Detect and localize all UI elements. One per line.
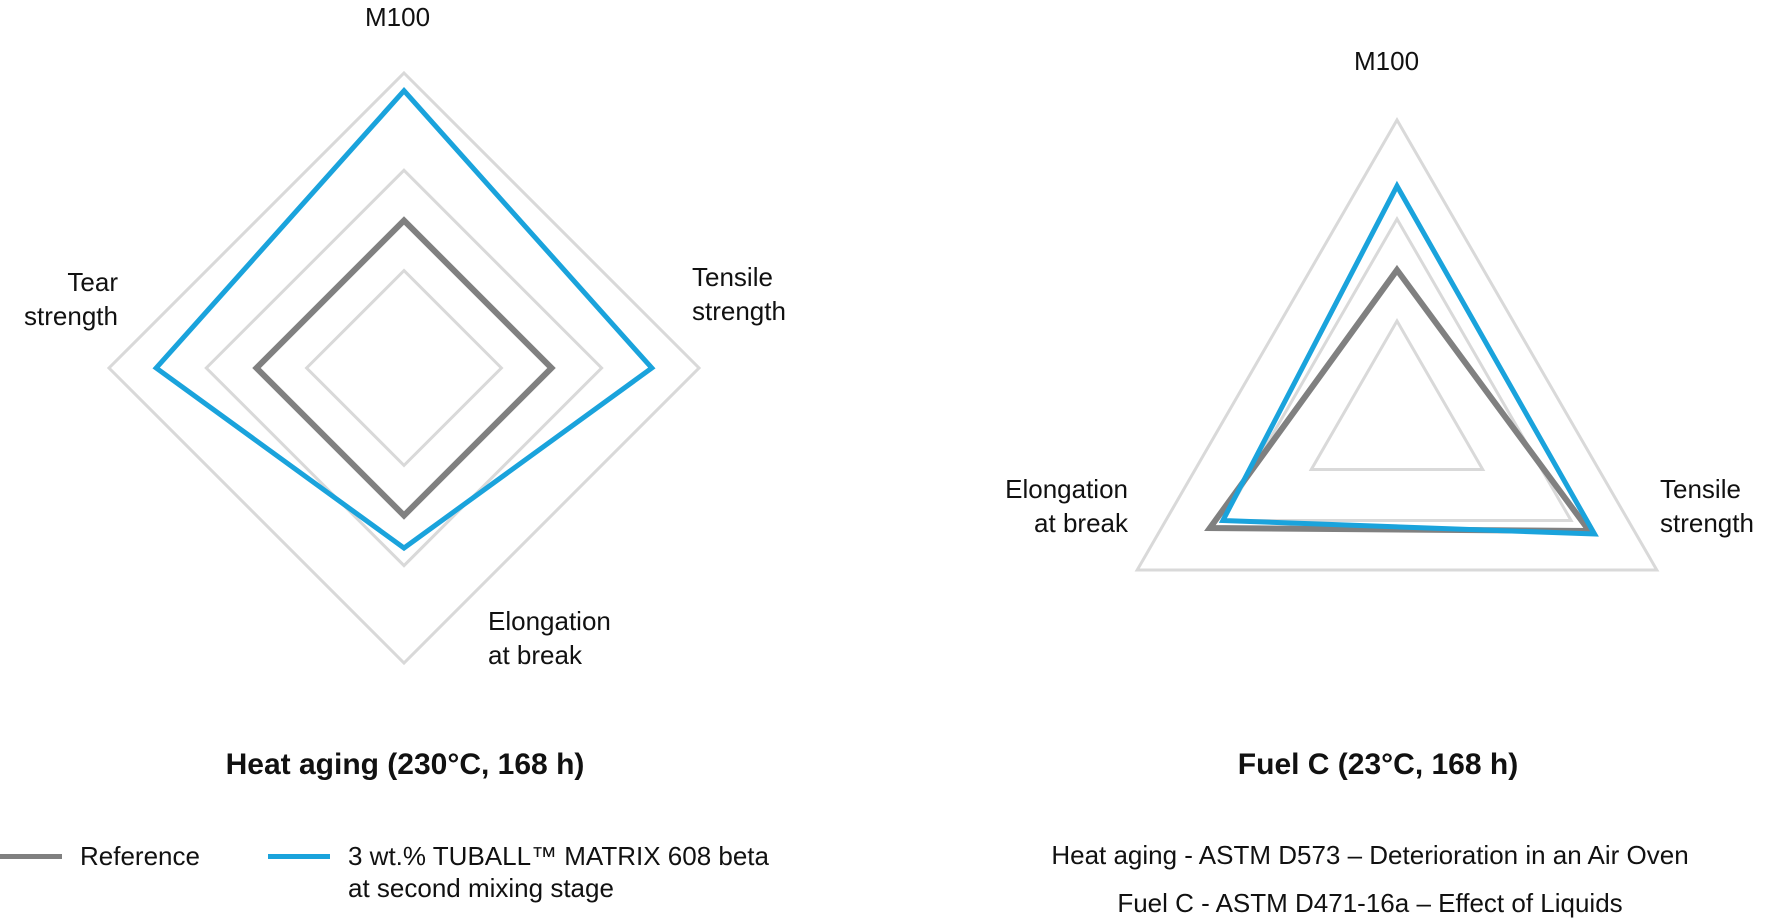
radar1-grid-ring-3 [106, 70, 702, 666]
legend-item-reference: Reference [0, 840, 200, 872]
radar1-axis-label-m100: M100 [365, 2, 431, 32]
radar2-title: Fuel C (23°C, 168 h) [1237, 748, 1519, 781]
radar1-grid-ring-2 [204, 168, 604, 568]
legend-label-tuball: 3 wt.% TUBALL™ MATRIX 608 beta at second… [348, 841, 769, 903]
legend-swatch-reference [0, 854, 62, 859]
radar2-grid-ring-3 [1134, 116, 1660, 572]
radar2-axis-label-tensile: Tensile strength [1660, 474, 1754, 538]
radar2-axis-label-m100: M100 [1354, 46, 1420, 76]
note-fuel-c: Fuel C - ASTM D471-16a – Effect of Liqui… [1117, 888, 1623, 918]
radar2-series-tuball [1218, 180, 1599, 537]
radar2-axis-label-elongation: Elongation at break [1005, 474, 1128, 538]
radar1-series-tuball [152, 86, 656, 552]
legend-swatch-tuball [268, 854, 330, 859]
radar2-series-reference [1204, 264, 1596, 535]
note-heat-aging: Heat aging - ASTM D573 – Deterioration i… [1051, 840, 1689, 870]
legend-label-reference: Reference [80, 841, 200, 871]
radar1-series-reference [252, 216, 556, 520]
radar2-grid-ring-2 [1220, 216, 1574, 522]
radar1-title: Heat aging (230°C, 168 h) [225, 748, 585, 781]
legend-item-tuball: 3 wt.% TUBALL™ MATRIX 608 beta at second… [268, 840, 769, 904]
radar1-axis-label-tensile: Tensile strength [692, 262, 786, 326]
radar2-grid-ring-1 [1308, 317, 1486, 471]
radar1-grid-ring-1 [304, 268, 504, 468]
radar1-axis-label-tear: Tear strength [24, 267, 118, 331]
radar1-axis-label-elongation: Elongation at break [488, 606, 611, 670]
